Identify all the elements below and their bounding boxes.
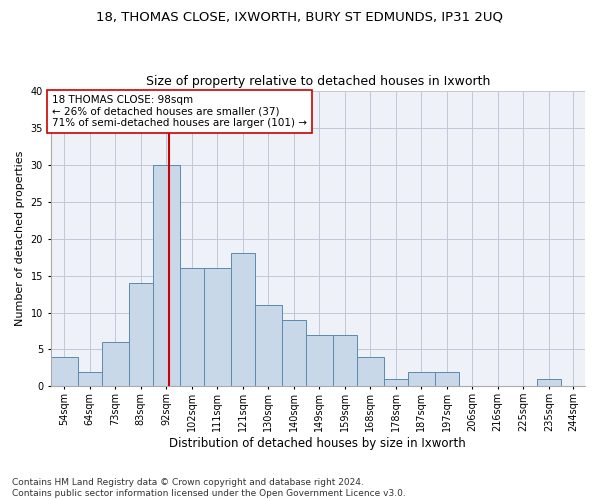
Title: Size of property relative to detached houses in Ixworth: Size of property relative to detached ho… xyxy=(146,76,490,88)
Text: 18 THOMAS CLOSE: 98sqm
← 26% of detached houses are smaller (37)
71% of semi-det: 18 THOMAS CLOSE: 98sqm ← 26% of detached… xyxy=(52,94,307,128)
Bar xyxy=(536,379,561,386)
Bar xyxy=(306,334,332,386)
Bar xyxy=(357,357,383,386)
Text: Contains HM Land Registry data © Crown copyright and database right 2024.
Contai: Contains HM Land Registry data © Crown c… xyxy=(12,478,406,498)
Bar xyxy=(408,372,434,386)
Bar xyxy=(77,372,102,386)
Bar xyxy=(383,379,408,386)
Text: 18, THOMAS CLOSE, IXWORTH, BURY ST EDMUNDS, IP31 2UQ: 18, THOMAS CLOSE, IXWORTH, BURY ST EDMUN… xyxy=(97,10,503,23)
Bar xyxy=(255,305,281,386)
Bar xyxy=(102,342,128,386)
Bar xyxy=(281,320,306,386)
Bar xyxy=(204,268,230,386)
Bar xyxy=(50,357,77,386)
X-axis label: Distribution of detached houses by size in Ixworth: Distribution of detached houses by size … xyxy=(169,437,466,450)
Y-axis label: Number of detached properties: Number of detached properties xyxy=(15,151,25,326)
Bar xyxy=(128,283,153,387)
Bar xyxy=(332,334,357,386)
Bar xyxy=(179,268,204,386)
Bar xyxy=(434,372,459,386)
Bar xyxy=(230,254,255,386)
Bar xyxy=(153,165,179,386)
